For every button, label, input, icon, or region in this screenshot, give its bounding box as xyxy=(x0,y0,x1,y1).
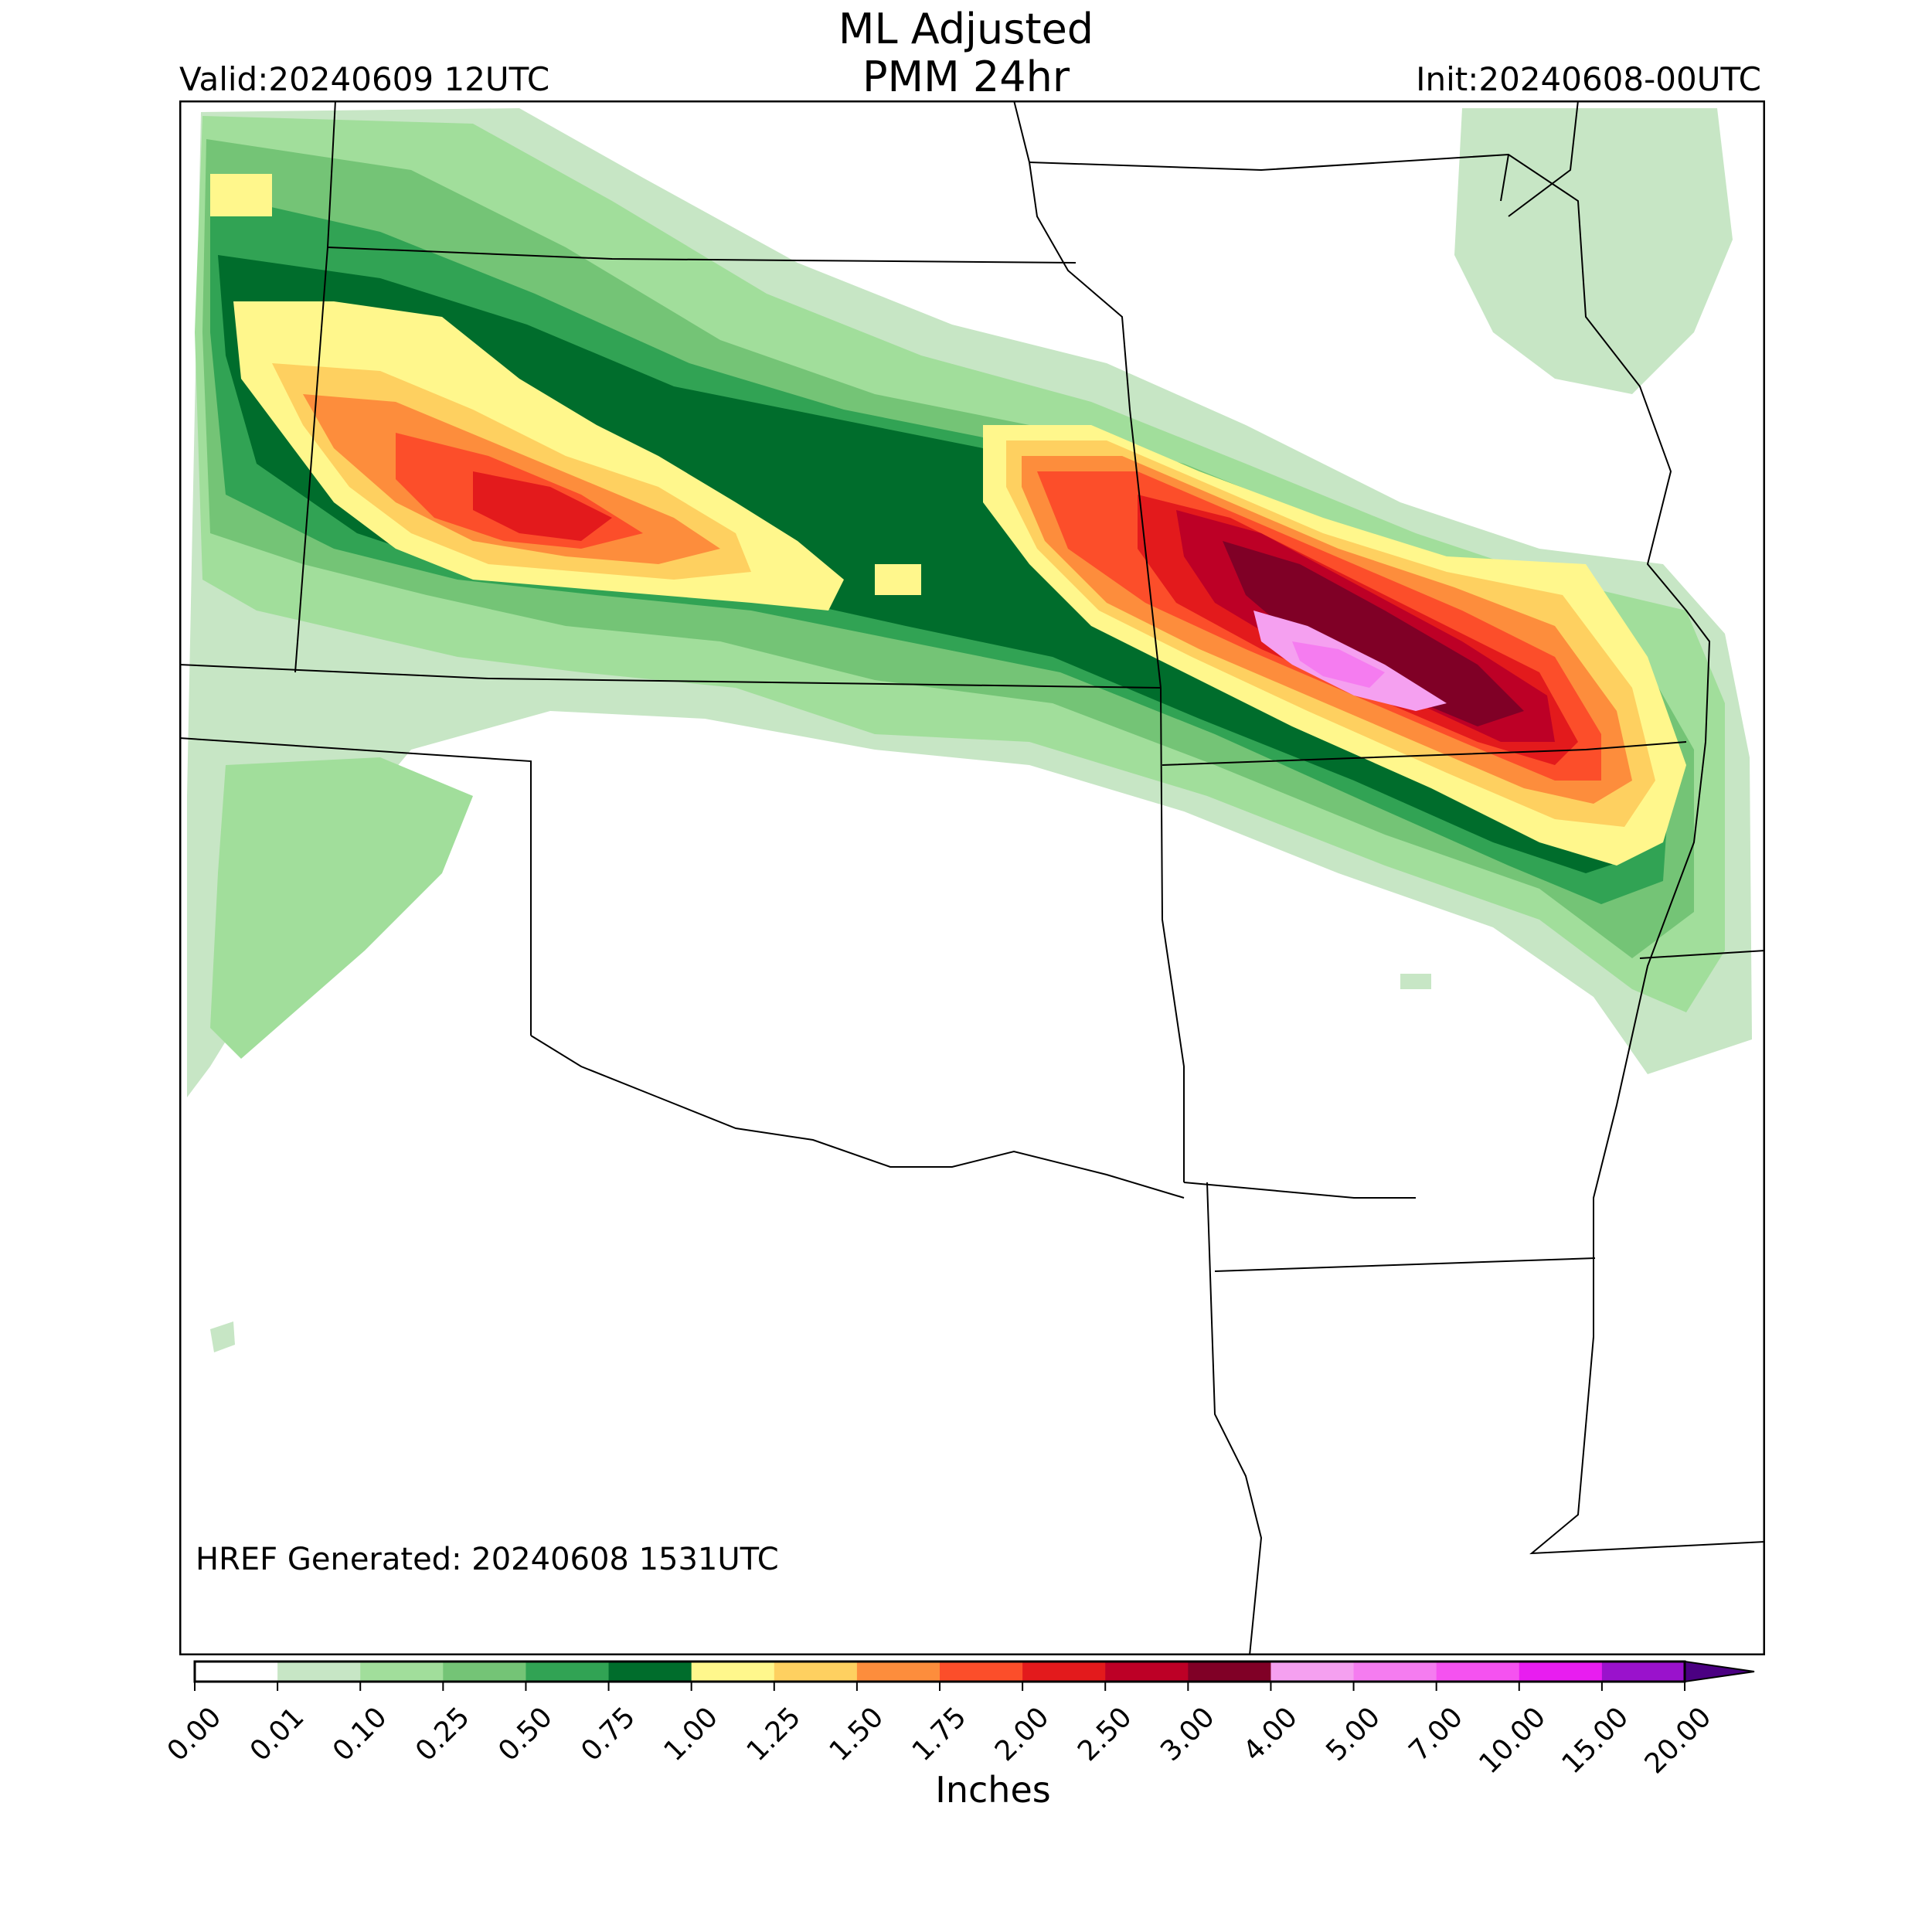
colorbar-tick-label: 3.00 xyxy=(1155,1701,1221,1767)
colorbar-tick-label: 4.00 xyxy=(1237,1701,1304,1767)
href-generated-note: HREF Generated: 20240608 1531UTC xyxy=(196,1542,779,1577)
colorbar-tick-label: 2.00 xyxy=(989,1701,1056,1767)
colorbar-tick-label: 10.00 xyxy=(1473,1701,1552,1780)
colorbar-ticks: 0.00 0.01 0.10 0.25 0.50 0.75 1.00 1.25 1.50 1.75… xyxy=(162,1682,1718,1780)
colorbar-bin xyxy=(443,1662,526,1682)
map-title-line1: ML Adjusted xyxy=(838,5,1094,53)
precip-band-5.00 xyxy=(1292,641,1385,688)
colorbar-bin xyxy=(691,1662,775,1682)
colorbar-extend-arrow xyxy=(1684,1660,1755,1683)
colorbar-tick-label: 20.00 xyxy=(1639,1701,1718,1780)
colorbar-tick-label: 1.50 xyxy=(824,1701,890,1767)
map-title-line2: PMM 24hr xyxy=(862,53,1070,101)
colorbar-tick-label: 0.10 xyxy=(327,1701,393,1767)
colorbar-tick-label: 1.75 xyxy=(906,1701,973,1767)
colorbar-bin xyxy=(940,1662,1023,1682)
colorbar-bin xyxy=(1022,1662,1106,1682)
colorbar-tick-label: 2.50 xyxy=(1072,1701,1138,1767)
colorbar-tick-label: 5.00 xyxy=(1320,1701,1386,1767)
colorbar-bin xyxy=(1270,1662,1355,1682)
colorbar-bin xyxy=(1519,1662,1603,1682)
colorbar-tick-label: 1.25 xyxy=(741,1701,808,1767)
colorbar-bin xyxy=(856,1662,940,1682)
colorbar-tick-label: 7.00 xyxy=(1403,1701,1469,1767)
init-time-label: Init:20240608-00UTC xyxy=(1416,60,1761,98)
colorbar-tick-label: 0.75 xyxy=(575,1701,641,1767)
colorbar-boxes xyxy=(195,1662,1685,1682)
valid-time-label: Valid:20240609 12UTC xyxy=(179,60,550,98)
colorbar-tick-label: 0.00 xyxy=(162,1701,228,1767)
colorbar-tick-label: 15.00 xyxy=(1556,1701,1634,1780)
colorbar-bin xyxy=(277,1662,361,1682)
colorbar-bin xyxy=(526,1662,610,1682)
colorbar-bin xyxy=(774,1662,858,1682)
colorbar-tick-label: 0.01 xyxy=(244,1701,311,1767)
colorbar-bin xyxy=(1601,1662,1685,1682)
colorbar-units-label: Inches xyxy=(935,1769,1051,1811)
colorbar-bin xyxy=(1353,1662,1437,1682)
state-boundaries xyxy=(179,100,1765,1655)
colorbar-bin xyxy=(1436,1662,1520,1682)
colorbar-tick-label: 0.25 xyxy=(410,1701,476,1767)
colorbar-bin xyxy=(1105,1662,1189,1682)
colorbar-bin xyxy=(195,1662,278,1682)
precipitation-map xyxy=(179,100,1765,1655)
colorbar-bin xyxy=(360,1662,444,1682)
colorbar-bin xyxy=(608,1662,692,1682)
colorbar-tick-label: 0.50 xyxy=(492,1701,559,1767)
colorbar-bin xyxy=(1188,1662,1271,1682)
colorbar-tick-label: 1.00 xyxy=(658,1701,724,1767)
precip-band-3.00 xyxy=(1223,541,1524,726)
